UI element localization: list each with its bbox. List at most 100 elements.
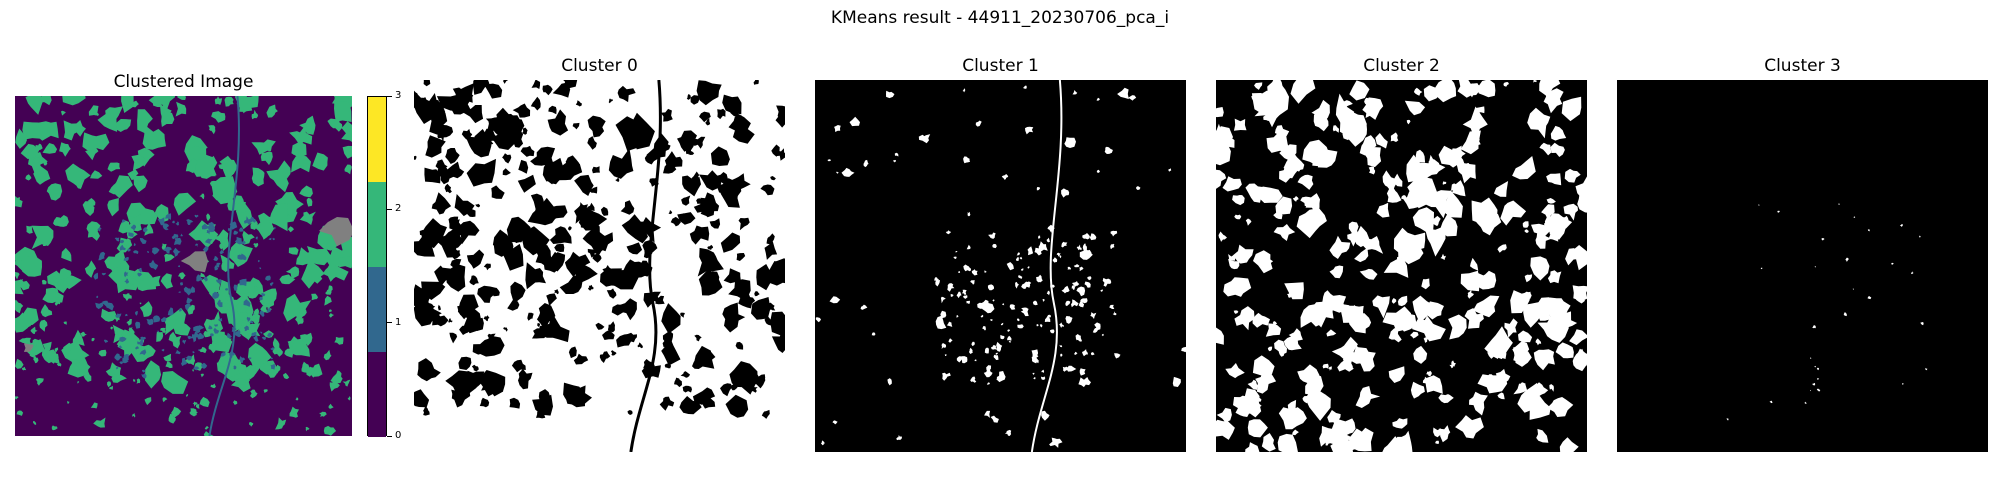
vegetation-patch bbox=[329, 313, 335, 318]
vegetation-patch bbox=[266, 104, 278, 118]
mask-patch bbox=[467, 208, 476, 217]
mask-patch bbox=[992, 299, 995, 302]
mask-patch bbox=[536, 409, 546, 419]
mask-patch bbox=[1563, 203, 1578, 221]
mask-patch bbox=[720, 188, 740, 208]
mask-speck bbox=[1810, 389, 1811, 392]
mask-patch bbox=[1087, 276, 1092, 281]
mask-patch bbox=[1487, 349, 1500, 359]
mask-patch bbox=[659, 396, 675, 411]
mask-patch bbox=[670, 216, 681, 227]
vegetation-patch bbox=[299, 211, 316, 225]
mask-patch bbox=[1260, 251, 1274, 267]
mask-patch bbox=[567, 226, 572, 231]
vegetation-patch bbox=[127, 169, 139, 181]
mask-patch bbox=[1372, 295, 1390, 319]
vegetation-patch bbox=[160, 327, 166, 334]
mask-speck bbox=[1843, 312, 1847, 317]
mask-patch bbox=[512, 103, 531, 118]
vegetation-patch bbox=[347, 395, 351, 401]
vegetation-patch bbox=[199, 396, 210, 408]
vegetation-patch bbox=[298, 308, 307, 318]
mask-patch bbox=[431, 192, 452, 215]
urban-patch bbox=[273, 227, 276, 230]
mask-patch bbox=[1218, 231, 1227, 242]
mask-patch bbox=[1216, 107, 1224, 118]
vegetation-patch bbox=[49, 353, 59, 364]
urban-patch bbox=[178, 308, 182, 312]
mask-patch bbox=[559, 274, 584, 294]
vegetation-patch bbox=[32, 156, 41, 163]
urban-patch bbox=[267, 332, 272, 337]
mask-patch bbox=[1297, 174, 1314, 190]
mask-patch bbox=[1036, 187, 1041, 191]
mask-patch bbox=[1252, 355, 1275, 377]
mask-patch bbox=[751, 297, 771, 320]
urban-patch bbox=[193, 325, 201, 334]
colorbar-segment-2 bbox=[368, 182, 386, 267]
mask-patch bbox=[1451, 180, 1466, 197]
mask-patch bbox=[1033, 377, 1036, 380]
urban-patch bbox=[192, 351, 195, 354]
mask-patch bbox=[1234, 306, 1255, 331]
vegetation-patch bbox=[228, 241, 253, 267]
mask-patch bbox=[1382, 170, 1398, 193]
mask-patch bbox=[963, 295, 968, 299]
mask-patch bbox=[1464, 308, 1484, 329]
mask-patch bbox=[465, 136, 492, 158]
vegetation-patch bbox=[233, 400, 238, 405]
mask-patch bbox=[1355, 386, 1381, 408]
mask-patch bbox=[1254, 82, 1263, 90]
mask-patch bbox=[461, 128, 473, 140]
mask-patch bbox=[448, 318, 453, 323]
mask-patch bbox=[1354, 247, 1369, 263]
mask-patch bbox=[599, 351, 611, 363]
mask-patch bbox=[1423, 337, 1428, 343]
mask-patch bbox=[680, 371, 690, 378]
mask-patch bbox=[1279, 144, 1297, 161]
mask-patch bbox=[776, 105, 785, 122]
mask-patch bbox=[421, 281, 446, 300]
vegetation-patch bbox=[56, 363, 62, 367]
vegetation-patch bbox=[156, 331, 164, 342]
vegetation-patch bbox=[291, 154, 311, 173]
mask-patch bbox=[1462, 106, 1488, 140]
vegetation-patch bbox=[84, 260, 97, 278]
mask-patch bbox=[1496, 337, 1506, 345]
urban-patch bbox=[119, 336, 127, 342]
urban-patch bbox=[181, 357, 188, 367]
mask-patch bbox=[1406, 119, 1411, 125]
mask-patch bbox=[518, 368, 533, 390]
mask-patch bbox=[1040, 376, 1046, 380]
mask-patch bbox=[445, 148, 460, 164]
vegetation-patch bbox=[238, 322, 261, 341]
vegetation-patch bbox=[198, 346, 207, 354]
urban-patch bbox=[213, 327, 220, 334]
urban-patch bbox=[122, 219, 126, 223]
mask-patch bbox=[995, 352, 998, 355]
vegetation-patch bbox=[342, 379, 351, 387]
urban-patch bbox=[193, 366, 200, 371]
mask-patch bbox=[1403, 191, 1420, 209]
mask-patch bbox=[1277, 433, 1298, 452]
vegetation-patch bbox=[325, 289, 332, 295]
vegetation-patch bbox=[90, 170, 103, 179]
mask-patch bbox=[1460, 270, 1480, 292]
mask-patch bbox=[693, 197, 715, 218]
mask-patch bbox=[967, 267, 971, 272]
mask-patch bbox=[1325, 295, 1347, 313]
mask-speck bbox=[1911, 271, 1914, 275]
mask-patch bbox=[1080, 298, 1088, 304]
vegetation-patch bbox=[131, 154, 146, 171]
vegetation-patch bbox=[203, 431, 214, 436]
mask-patch bbox=[693, 136, 706, 149]
mask-patch bbox=[1265, 323, 1282, 337]
vegetation-patch bbox=[15, 279, 24, 295]
vegetation-patch bbox=[242, 230, 255, 245]
vegetation-patch bbox=[164, 253, 175, 262]
mask-patch bbox=[1082, 233, 1090, 240]
urban-patch bbox=[269, 282, 274, 286]
mask-patch bbox=[1019, 256, 1023, 260]
urban-patch bbox=[203, 276, 208, 282]
mask-patch bbox=[600, 206, 609, 216]
